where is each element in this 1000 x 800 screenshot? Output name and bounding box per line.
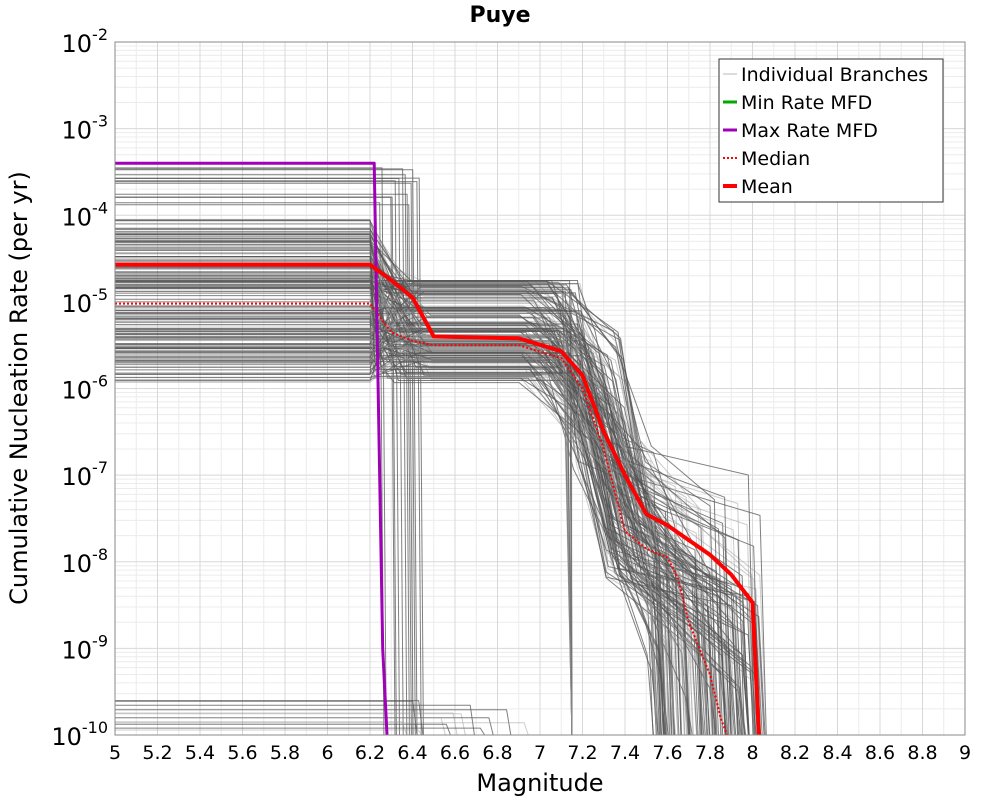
branch-line bbox=[115, 729, 423, 736]
y-tick-label: 10-2 bbox=[62, 25, 109, 58]
branch-line bbox=[115, 232, 573, 736]
branch-line bbox=[115, 704, 475, 736]
x-tick-label: 6.4 bbox=[397, 742, 427, 764]
x-tick-label: 6.2 bbox=[355, 742, 385, 764]
branch-line bbox=[115, 727, 486, 736]
legend-label: Mean bbox=[741, 176, 793, 198]
branch-line bbox=[115, 722, 529, 736]
y-tick-label: 10-7 bbox=[62, 458, 109, 491]
y-tick-label: 10-10 bbox=[51, 718, 108, 751]
branch-line bbox=[115, 338, 708, 736]
branch-line bbox=[115, 240, 573, 736]
legend-label: Median bbox=[741, 148, 810, 170]
branch-line bbox=[115, 180, 400, 736]
branch-line bbox=[115, 717, 446, 736]
legend: Individual Branches Min Rate MFD Max Rate … bbox=[718, 58, 944, 203]
branch-line bbox=[115, 324, 660, 736]
x-tick-label: 6 bbox=[321, 742, 333, 764]
x-axis-label: Magnitude bbox=[476, 769, 603, 797]
x-tick-label: 5.6 bbox=[227, 742, 257, 764]
y-tick-label: 10-9 bbox=[62, 631, 109, 664]
x-tick-label: 7.4 bbox=[610, 742, 640, 764]
branch-line bbox=[115, 246, 750, 736]
branch-line bbox=[115, 168, 408, 736]
series-median bbox=[115, 302, 728, 736]
x-tick-label: 7.8 bbox=[695, 742, 725, 764]
y-tick-label: 10-5 bbox=[62, 285, 109, 318]
y-tick-label: 10-8 bbox=[62, 545, 109, 578]
y-axis-ticks: 10-2 10-3 10-4 10-5 10-6 10-7 10-8 10-9 10-10 bbox=[51, 25, 108, 751]
branch-line bbox=[115, 169, 418, 736]
x-tick-label: 8.6 bbox=[865, 742, 895, 764]
branch-line bbox=[115, 167, 387, 736]
chart-title: Puye bbox=[469, 3, 530, 28]
y-tick-label: 10-4 bbox=[62, 198, 109, 231]
y-tick-label: 10-6 bbox=[62, 372, 109, 405]
plot-frame bbox=[114, 41, 966, 736]
x-tick-label: 5 bbox=[109, 742, 121, 764]
x-tick-label: 6.8 bbox=[482, 742, 512, 764]
x-tick-label: 5.2 bbox=[142, 742, 172, 764]
branch-line bbox=[115, 296, 717, 736]
branch-line bbox=[115, 346, 687, 736]
series-mean bbox=[115, 262, 761, 736]
x-tick-label: 9 bbox=[959, 742, 971, 764]
branch-line bbox=[115, 204, 414, 736]
branch-line bbox=[115, 339, 693, 736]
x-tick-label: 8.2 bbox=[780, 742, 810, 764]
branch-line bbox=[115, 335, 573, 736]
branch-line bbox=[115, 243, 666, 736]
x-tick-label: 7.6 bbox=[652, 742, 682, 764]
branch-line bbox=[115, 360, 742, 736]
branch-line bbox=[115, 222, 573, 736]
branch-line bbox=[115, 268, 741, 736]
legend-box bbox=[718, 58, 944, 203]
summary-series bbox=[115, 161, 761, 736]
branch-line bbox=[115, 219, 719, 736]
branch-line bbox=[115, 248, 685, 736]
x-axis-ticks: 5 5.2 5.4 5.6 5.8 6 6.2 6.4 6.6 6.8 7 7.2 7.4 7.6 7.8 8… bbox=[109, 742, 971, 764]
y-axis-label: Cumulative Nucleation Rate (per yr) bbox=[5, 171, 33, 605]
x-tick-label: 8 bbox=[746, 742, 758, 764]
branch-line bbox=[115, 700, 418, 736]
legend-label: Min Rate MFD bbox=[741, 92, 872, 114]
branch-line bbox=[115, 174, 410, 736]
branch-line bbox=[115, 181, 422, 736]
x-tick-label: 8.4 bbox=[822, 742, 852, 764]
series-max-rate-mfd bbox=[115, 161, 389, 736]
branch-line bbox=[115, 193, 412, 736]
y-tick-label: 10-3 bbox=[62, 112, 109, 145]
branch-line bbox=[115, 721, 408, 736]
branch-line bbox=[115, 723, 451, 736]
x-tick-label: 8.8 bbox=[907, 742, 937, 764]
branch-line bbox=[115, 196, 397, 736]
branch-line bbox=[115, 276, 702, 736]
legend-label: Max Rate MFD bbox=[741, 120, 878, 142]
branch-line bbox=[115, 182, 416, 736]
branch-line bbox=[115, 700, 424, 736]
branch-line bbox=[115, 178, 404, 736]
branch-line bbox=[115, 308, 729, 736]
x-tick-label: 7 bbox=[534, 742, 546, 764]
branch-line bbox=[115, 326, 657, 736]
x-tick-label: 7.2 bbox=[567, 742, 597, 764]
x-tick-label: 6.6 bbox=[440, 742, 470, 764]
x-tick-label: 5.8 bbox=[270, 742, 300, 764]
legend-label: Individual Branches bbox=[741, 64, 928, 86]
branch-line bbox=[115, 709, 512, 736]
x-tick-label: 5.4 bbox=[185, 742, 215, 764]
